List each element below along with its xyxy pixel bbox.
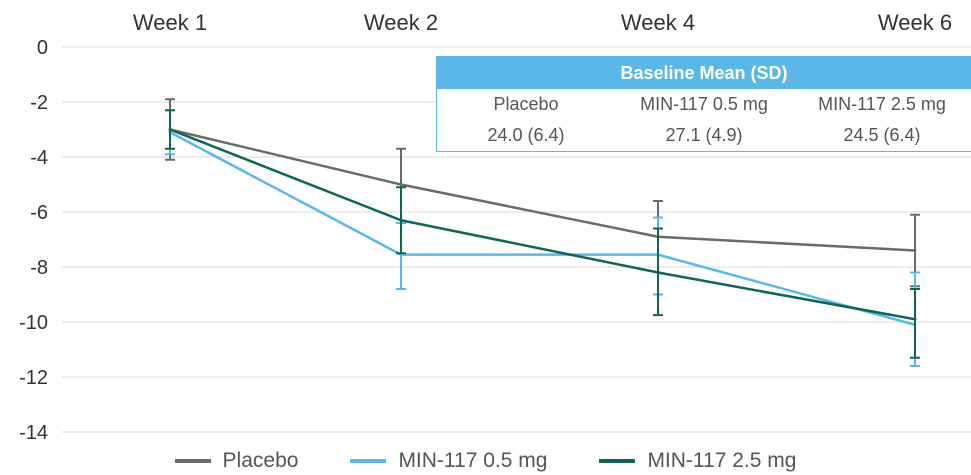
legend-swatch-min117-05 [350, 459, 387, 463]
x-category-label: Week 2 [364, 10, 438, 35]
baseline-value-min117-25: 24.5 (6.4) [843, 125, 921, 145]
baseline-header-min117-05: MIN-117 0.5 mg [640, 94, 768, 114]
series-line [169, 131, 916, 326]
baseline-table: Baseline Mean (SD) Placebo MIN-117 0.5 m… [436, 56, 971, 152]
legend-label-placebo: Placebo [222, 449, 299, 472]
y-tick-label: -2 [30, 92, 48, 114]
y-tick-label: -6 [30, 202, 48, 224]
y-tick-label: -8 [30, 257, 48, 279]
data-point [399, 183, 403, 186]
baseline-header-min117-25: MIN-117 2.5 mg [818, 94, 946, 114]
x-category-label: Week 1 [133, 10, 207, 35]
legend-swatch-min117-25 [599, 459, 636, 463]
grid-lines [62, 46, 971, 433]
data-point [399, 218, 403, 222]
baseline-table-header-row: Placebo MIN-117 0.5 mg MIN-117 2.5 mg [437, 89, 971, 120]
baseline-value-min117-05: 27.1 (4.9) [665, 125, 743, 145]
legend-item-min117-25: MIN-117 2.5 mg [599, 449, 796, 473]
data-point [168, 128, 172, 131]
y-tick-label: -10 [19, 312, 48, 334]
data-point [913, 249, 917, 252]
x-axis: Week 1 Week 2 Week 4 Week 6 [133, 10, 952, 35]
legend-item-min117-05: MIN-117 0.5 mg [350, 449, 547, 473]
series-line [169, 128, 916, 252]
data-point [913, 317, 917, 321]
legend-swatch-placebo [174, 459, 211, 463]
series-2 [165, 109, 920, 359]
y-tick-label: -14 [19, 422, 48, 444]
series-group [165, 98, 920, 367]
baseline-table-value-row: 24.0 (6.4) 27.1 (4.9) 24.5 (6.4) [437, 120, 971, 151]
x-category-label: Week 6 [878, 10, 952, 35]
data-point [656, 271, 660, 274]
legend-label-min117-25: MIN-117 2.5 mg [647, 449, 797, 472]
y-tick-label: -12 [19, 367, 48, 389]
y-axis: 0 -2 -4 -6 -8 -10 -12 -14 [19, 37, 48, 444]
baseline-header-placebo: Placebo [493, 94, 559, 114]
y-tick-label: 0 [37, 37, 48, 59]
legend-item-placebo: Placebo [174, 449, 299, 473]
baseline-value-placebo: 24.0 (6.4) [487, 125, 565, 145]
legend: Placebo MIN-117 0.5 mg MIN-117 2.5 mg [0, 447, 971, 475]
series-line [169, 128, 916, 321]
baseline-table-title: Baseline Mean (SD) [437, 57, 971, 89]
legend-label-min117-05: MIN-117 0.5 mg [398, 449, 548, 472]
y-tick-label: -4 [30, 147, 48, 169]
x-category-label: Week 4 [621, 10, 695, 35]
